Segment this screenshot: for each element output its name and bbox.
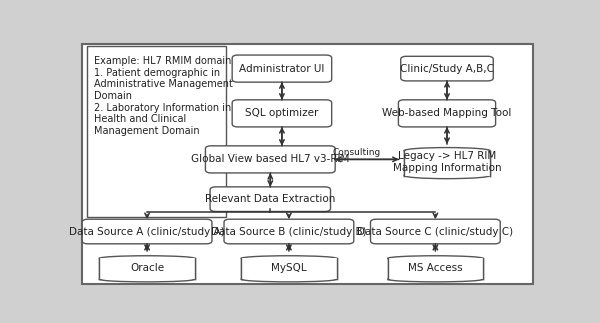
FancyBboxPatch shape [82, 219, 212, 244]
Text: Data Source C (clinic/study C): Data Source C (clinic/study C) [358, 226, 514, 236]
Text: Consulting: Consulting [332, 148, 380, 157]
Bar [388, 258, 483, 279]
Ellipse shape [241, 256, 337, 261]
Text: Example: HL7 RMIM domains
1. Patient demographic in
Administrative Management
Do: Example: HL7 RMIM domains 1. Patient dem… [94, 56, 236, 136]
Bar [404, 151, 490, 176]
FancyBboxPatch shape [210, 187, 331, 212]
FancyBboxPatch shape [86, 46, 226, 217]
Text: Web-based Mapping Tool: Web-based Mapping Tool [382, 109, 512, 118]
Ellipse shape [100, 256, 195, 261]
Bar [404, 151, 490, 176]
Bar [100, 258, 195, 279]
Text: Relevant Data Extraction: Relevant Data Extraction [205, 194, 335, 204]
FancyBboxPatch shape [232, 55, 332, 82]
Text: Data Source A (clinic/study A): Data Source A (clinic/study A) [69, 226, 225, 236]
Text: MySQL: MySQL [271, 263, 307, 273]
Text: MS Access: MS Access [408, 263, 463, 273]
Text: Clinic/Study A,B,C: Clinic/Study A,B,C [400, 64, 494, 74]
Text: Global View based HL7 v3-RIM: Global View based HL7 v3-RIM [191, 154, 349, 164]
FancyBboxPatch shape [205, 146, 335, 173]
Bar [100, 258, 195, 279]
Ellipse shape [100, 277, 195, 282]
Text: Legacy -> HL7 RIM
Mapping Information: Legacy -> HL7 RIM Mapping Information [392, 151, 502, 173]
Text: SQL optimizer: SQL optimizer [245, 109, 319, 118]
FancyBboxPatch shape [398, 100, 496, 127]
Ellipse shape [404, 148, 490, 154]
FancyBboxPatch shape [224, 219, 354, 244]
Ellipse shape [404, 172, 490, 179]
Text: Administrator UI: Administrator UI [239, 64, 325, 74]
FancyBboxPatch shape [371, 219, 500, 244]
Text: Data Source B (clinic/study B): Data Source B (clinic/study B) [211, 226, 367, 236]
Text: Oracle: Oracle [130, 263, 164, 273]
Bar [241, 258, 337, 279]
Bar [241, 258, 337, 279]
FancyBboxPatch shape [232, 100, 332, 127]
Ellipse shape [388, 256, 483, 261]
Ellipse shape [388, 277, 483, 282]
Ellipse shape [241, 277, 337, 282]
FancyBboxPatch shape [401, 56, 493, 81]
Bar [388, 258, 483, 279]
FancyBboxPatch shape [82, 44, 533, 284]
